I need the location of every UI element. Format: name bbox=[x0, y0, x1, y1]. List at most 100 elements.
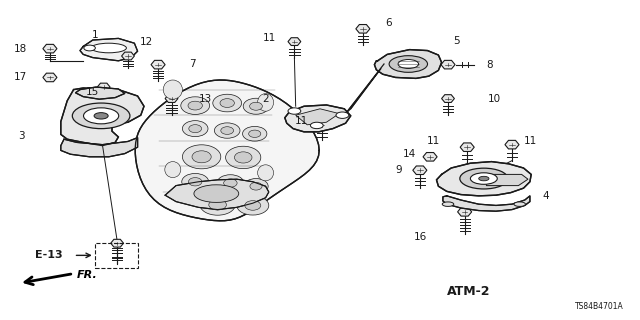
Polygon shape bbox=[413, 166, 427, 174]
Ellipse shape bbox=[288, 108, 301, 114]
Polygon shape bbox=[356, 25, 370, 33]
Text: 14: 14 bbox=[403, 149, 416, 159]
Polygon shape bbox=[346, 64, 384, 114]
Polygon shape bbox=[441, 60, 455, 69]
Polygon shape bbox=[296, 109, 339, 125]
Ellipse shape bbox=[234, 152, 252, 163]
Text: 12: 12 bbox=[140, 36, 153, 47]
Ellipse shape bbox=[250, 182, 262, 190]
Ellipse shape bbox=[84, 45, 95, 51]
Ellipse shape bbox=[180, 97, 210, 114]
Text: 3: 3 bbox=[18, 131, 24, 141]
Polygon shape bbox=[423, 153, 437, 161]
Ellipse shape bbox=[188, 178, 202, 186]
Ellipse shape bbox=[479, 176, 489, 181]
Text: 4: 4 bbox=[543, 191, 549, 201]
Text: E-13: E-13 bbox=[35, 250, 63, 260]
Polygon shape bbox=[505, 140, 519, 149]
Polygon shape bbox=[460, 143, 474, 151]
Polygon shape bbox=[458, 208, 472, 216]
Text: 11: 11 bbox=[295, 116, 308, 126]
Polygon shape bbox=[111, 239, 124, 247]
Ellipse shape bbox=[237, 196, 269, 215]
Polygon shape bbox=[374, 50, 442, 78]
Ellipse shape bbox=[243, 126, 267, 141]
Ellipse shape bbox=[212, 94, 242, 112]
Ellipse shape bbox=[194, 185, 239, 202]
Ellipse shape bbox=[182, 145, 221, 169]
Polygon shape bbox=[165, 179, 269, 210]
Ellipse shape bbox=[248, 130, 261, 138]
Ellipse shape bbox=[189, 124, 202, 132]
Ellipse shape bbox=[165, 162, 181, 178]
Ellipse shape bbox=[310, 122, 323, 129]
Ellipse shape bbox=[470, 173, 497, 184]
Ellipse shape bbox=[224, 179, 237, 187]
Polygon shape bbox=[61, 88, 144, 146]
Ellipse shape bbox=[336, 112, 349, 118]
Text: 15: 15 bbox=[86, 87, 99, 97]
Ellipse shape bbox=[214, 123, 240, 138]
Text: FR.: FR. bbox=[77, 270, 97, 280]
Text: 11: 11 bbox=[524, 136, 537, 146]
Ellipse shape bbox=[163, 80, 182, 99]
Ellipse shape bbox=[94, 113, 108, 119]
Ellipse shape bbox=[250, 102, 262, 110]
Ellipse shape bbox=[188, 101, 202, 110]
Ellipse shape bbox=[217, 175, 244, 191]
Ellipse shape bbox=[460, 168, 508, 189]
Polygon shape bbox=[122, 52, 134, 60]
Polygon shape bbox=[288, 38, 301, 45]
Ellipse shape bbox=[220, 99, 234, 108]
Ellipse shape bbox=[245, 201, 261, 210]
Text: 11: 11 bbox=[427, 136, 440, 147]
Ellipse shape bbox=[244, 179, 268, 194]
Polygon shape bbox=[165, 95, 178, 102]
Text: 18: 18 bbox=[13, 44, 27, 54]
Text: 7: 7 bbox=[189, 59, 195, 69]
Polygon shape bbox=[285, 105, 351, 132]
Text: 1: 1 bbox=[92, 29, 98, 40]
Text: 13: 13 bbox=[198, 94, 212, 104]
Polygon shape bbox=[316, 122, 328, 129]
Ellipse shape bbox=[182, 173, 209, 190]
Text: TS84B4701A: TS84B4701A bbox=[575, 302, 624, 311]
Polygon shape bbox=[61, 138, 138, 157]
Text: 5: 5 bbox=[453, 36, 460, 46]
Ellipse shape bbox=[72, 103, 130, 129]
Ellipse shape bbox=[209, 200, 227, 210]
Text: 8: 8 bbox=[486, 60, 493, 70]
Ellipse shape bbox=[257, 165, 274, 181]
Polygon shape bbox=[443, 196, 530, 211]
Ellipse shape bbox=[226, 146, 261, 169]
Ellipse shape bbox=[389, 56, 428, 72]
Text: 11: 11 bbox=[263, 33, 276, 44]
Polygon shape bbox=[43, 44, 57, 53]
Polygon shape bbox=[97, 83, 110, 91]
Text: 16: 16 bbox=[414, 232, 428, 243]
Ellipse shape bbox=[200, 194, 236, 215]
Polygon shape bbox=[436, 162, 531, 196]
Polygon shape bbox=[135, 80, 319, 221]
Polygon shape bbox=[76, 87, 125, 99]
Polygon shape bbox=[442, 95, 454, 102]
Polygon shape bbox=[43, 73, 57, 82]
Text: 2: 2 bbox=[262, 94, 269, 104]
Polygon shape bbox=[80, 38, 138, 61]
Ellipse shape bbox=[398, 60, 419, 68]
Text: ATM-2: ATM-2 bbox=[447, 285, 491, 298]
Polygon shape bbox=[486, 174, 528, 186]
Ellipse shape bbox=[192, 151, 211, 163]
Bar bbox=[95, 243, 138, 268]
Polygon shape bbox=[151, 60, 165, 69]
Ellipse shape bbox=[243, 98, 269, 114]
Text: 17: 17 bbox=[13, 72, 27, 83]
Ellipse shape bbox=[221, 127, 234, 134]
Ellipse shape bbox=[92, 43, 127, 53]
Text: 10: 10 bbox=[488, 93, 501, 104]
Ellipse shape bbox=[182, 121, 208, 137]
Text: 6: 6 bbox=[385, 18, 392, 28]
Ellipse shape bbox=[514, 202, 525, 206]
Ellipse shape bbox=[442, 202, 454, 206]
Ellipse shape bbox=[257, 93, 274, 111]
